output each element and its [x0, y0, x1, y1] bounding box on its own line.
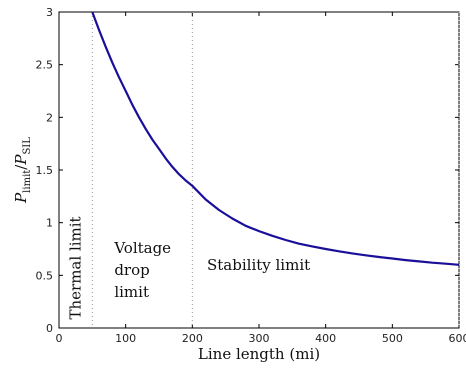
x-axis-label: Line length (mi)	[198, 345, 320, 363]
annotation-line: Stability limit	[207, 256, 310, 274]
annotation-text: Thermal limit	[67, 216, 85, 319]
x-tick-label: 400	[315, 332, 336, 345]
y-tick-label: 1.5	[36, 164, 54, 177]
axes	[58, 11, 460, 329]
y-tick-label: 1	[46, 217, 53, 230]
annotation-text: Stability limit	[207, 256, 310, 274]
x-tick-label: 600	[449, 332, 466, 345]
y-tick-label: 2	[46, 111, 53, 124]
y-tick-label: 2.5	[36, 59, 54, 72]
y-tick-label: 0.5	[36, 269, 54, 282]
tick-labels: 0 100 200 300 400 500 600 0 0.5 1 1.5 2 2.5 3	[36, 6, 466, 345]
x-tick-label: 0	[56, 332, 63, 345]
annotation-line: drop	[114, 261, 149, 279]
series-line	[91, 11, 460, 266]
x-tick-label: 200	[182, 332, 203, 345]
x-tick-label: 100	[115, 332, 136, 345]
annotation-text: Voltage drop limit	[113, 239, 171, 301]
x-tick-label: 500	[382, 332, 403, 345]
plot-frame	[58, 11, 460, 329]
annotations: Thermal limit Voltage drop limit Stability l…	[67, 216, 310, 319]
limit-boundary-lines	[91, 12, 460, 328]
y-axis-label: Plimit/PSIL	[12, 137, 33, 204]
y-tick-label: 3	[46, 6, 53, 19]
y-tick-label: 0	[46, 322, 53, 335]
x-tick-label: 300	[249, 332, 270, 345]
annotation-line: limit	[114, 283, 149, 301]
series-layer	[91, 11, 460, 266]
annotation-line: Voltage	[113, 239, 171, 257]
